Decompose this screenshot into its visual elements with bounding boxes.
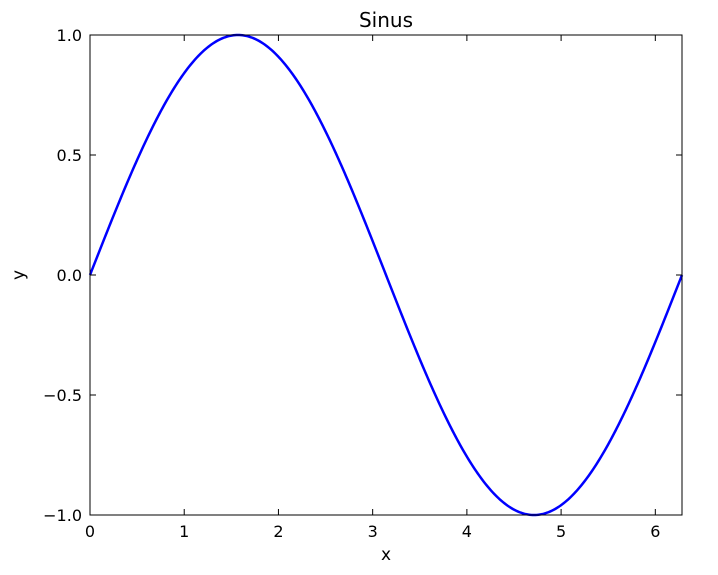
x-tick-label: 5: [556, 522, 566, 541]
x-tick-label: 0: [85, 522, 95, 541]
series-line-0: [88, 33, 684, 517]
y-axis-ticks: 1.0 0.5 0.0 −0.5 −1.0: [43, 26, 682, 525]
x-axis-ticks: 0 1 2 3 4 5 6: [85, 35, 660, 541]
x-axis-label: x: [381, 545, 391, 565]
y-tick-label: 0.0: [57, 266, 82, 285]
x-tick-label: 4: [462, 522, 472, 541]
y-tick-label: −0.5: [43, 386, 82, 405]
x-tick-label: 2: [273, 522, 283, 541]
x-tick-label: 1: [179, 522, 189, 541]
plot-area: [88, 33, 684, 517]
x-tick-label: 6: [650, 522, 660, 541]
x-tick-label: 3: [368, 522, 378, 541]
y-tick-label: 1.0: [57, 26, 82, 45]
y-tick-label: −1.0: [43, 506, 82, 525]
y-tick-label: 0.5: [57, 146, 82, 165]
y-axis-label: y: [9, 270, 29, 280]
chart-title: Sinus: [359, 8, 413, 32]
